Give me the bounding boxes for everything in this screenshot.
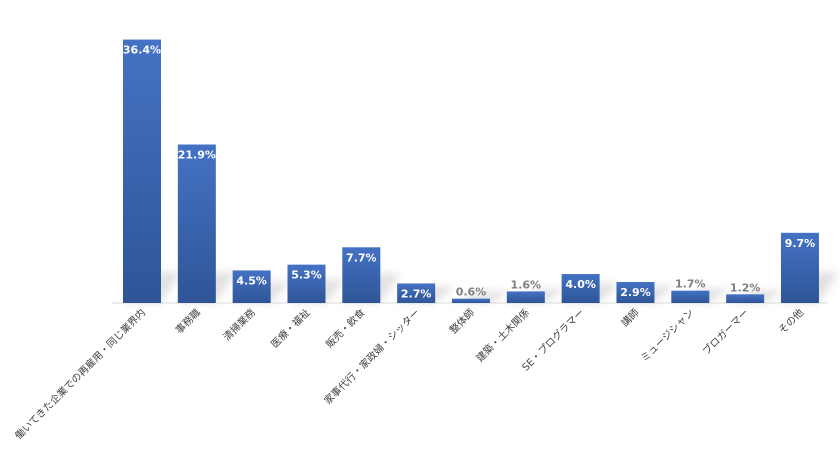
category-label-3: 医療・福祉 <box>268 306 313 351</box>
category-label-5: 家事代行・家政婦・シッター <box>321 306 422 407</box>
value-label-12: 9.7% <box>785 237 816 250</box>
bar-3 <box>287 264 326 303</box>
bar-2 <box>232 270 271 303</box>
bar-4 <box>342 247 381 303</box>
category-label-10: ミュージシャン <box>639 307 696 364</box>
bar-9 <box>616 282 655 303</box>
value-label-5: 2.7% <box>401 287 432 300</box>
bar-10 <box>671 290 710 303</box>
value-label-6: 0.6% <box>456 286 487 299</box>
category-label-7: 建築・土木関係 <box>473 306 532 365</box>
category-label-11: ブロガーマー <box>700 306 752 358</box>
value-label-9: 2.9% <box>620 286 651 299</box>
value-label-4: 7.7% <box>346 251 377 264</box>
bar-8 <box>561 274 600 303</box>
value-label-7: 1.6% <box>511 278 542 291</box>
value-label-8: 4.0% <box>565 278 596 291</box>
value-label-1: 21.9% <box>178 149 216 162</box>
bar-7 <box>506 291 545 303</box>
value-label-10: 1.7% <box>675 278 706 291</box>
value-label-11: 1.2% <box>730 281 761 294</box>
category-labels-group: 働いてきた企業での再雇用・同じ業界内 事務職 清掃業務 医療・福祉 販売・飲食家事代行・… <box>12 306 806 442</box>
category-label-0: 働いてきた企業での再雇用・同じ業界内 <box>12 306 148 442</box>
category-label-9: 講師 <box>618 306 641 329</box>
category-label-2: 清掃業務 <box>220 306 257 343</box>
category-label-4: 販売・飲食 <box>323 306 368 351</box>
value-labels-group: 36.4% 21.9% 4.5% 5.3% 7.7% 2.7% 0.6% 1.6% 4.0% 2.… <box>123 44 815 301</box>
value-label-0: 36.4% <box>123 44 161 57</box>
category-label-12: その他 <box>776 306 806 336</box>
bar-1 <box>177 144 216 303</box>
bars-group <box>123 39 819 303</box>
bar-11 <box>726 294 765 303</box>
bar-0 <box>123 39 161 303</box>
bar-12 <box>780 232 819 303</box>
value-label-2: 4.5% <box>236 274 267 287</box>
category-label-6: 整体師 <box>447 306 477 336</box>
category-label-1: 事務職 <box>173 306 203 336</box>
value-label-3: 5.3% <box>291 269 322 282</box>
bar-6 <box>451 298 490 303</box>
bar-5 <box>397 283 436 303</box>
